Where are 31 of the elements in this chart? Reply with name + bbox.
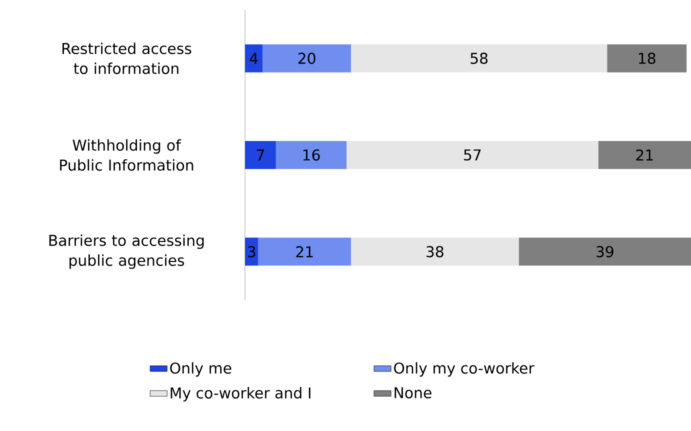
bar	[346, 140, 598, 169]
data-label: 16	[303, 149, 320, 161]
data-label: 21	[296, 246, 313, 258]
legend-label: None	[394, 387, 432, 398]
bar	[245, 140, 276, 169]
data-label: 4	[250, 52, 258, 64]
data-label: 58	[470, 52, 488, 64]
data-label: 20	[298, 52, 316, 64]
data-label: 21	[636, 149, 653, 161]
bar	[245, 238, 258, 266]
bar	[598, 140, 691, 169]
bar	[258, 238, 351, 266]
bar	[262, 44, 351, 72]
bar	[607, 44, 687, 72]
data-label: 57	[464, 149, 481, 161]
bar	[245, 44, 263, 72]
data-label: 7	[256, 150, 264, 160]
y-tick-label: Restricted access to information	[62, 42, 192, 74]
y-tick-label: Barriers to accessing public agencies	[49, 234, 204, 269]
legend-label: Only me	[170, 362, 232, 377]
bar	[518, 238, 691, 266]
legend-label: Only my co-worker	[394, 362, 534, 377]
data-label: 39	[596, 246, 614, 258]
data-label: 18	[638, 52, 656, 64]
bar	[276, 140, 347, 169]
data-label: 3	[248, 246, 256, 258]
data-label: 38	[426, 246, 444, 258]
y-tick-label: Withholding of Public Information	[60, 139, 194, 171]
bar	[350, 44, 608, 72]
bar	[350, 238, 519, 266]
legend-label: My co-worker and I	[170, 387, 310, 402]
